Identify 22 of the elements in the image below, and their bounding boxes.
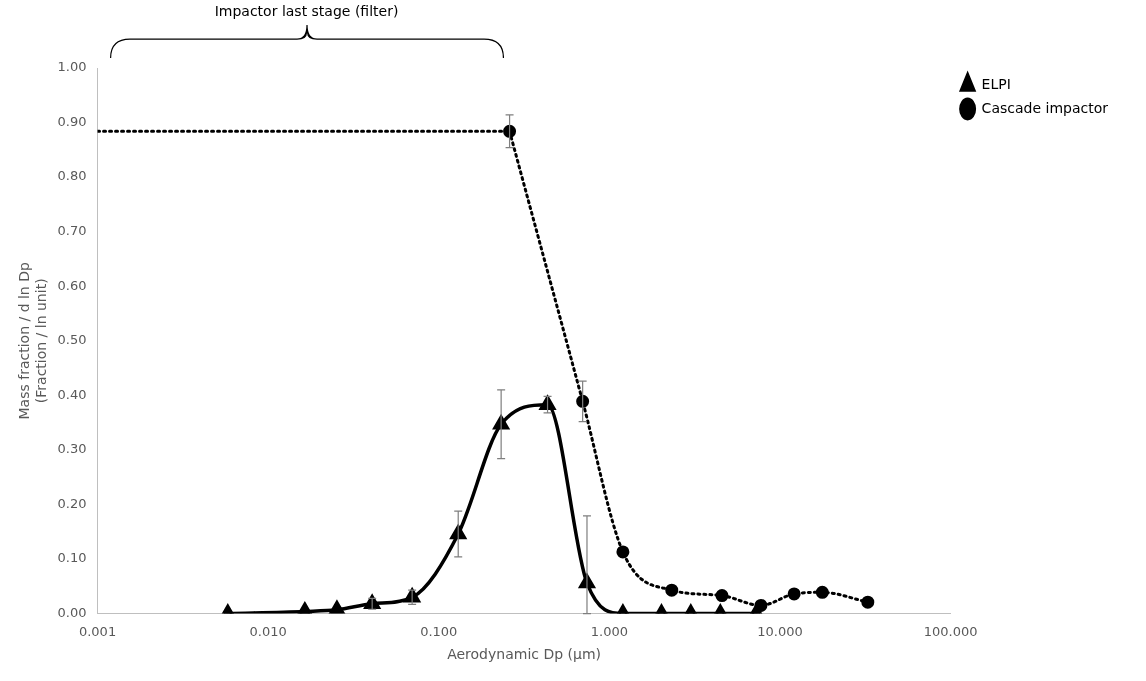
y-tick-label: 0.80: [57, 168, 87, 184]
x-axis-title: Aerodynamic Dp (µm): [447, 646, 602, 663]
y-tick-label: 0.00: [57, 604, 87, 620]
x-tick-label: 0.001: [78, 623, 117, 639]
x-tick-label: 0.010: [249, 623, 287, 639]
legend-label: Cascade impactor: [981, 99, 1109, 116]
y-tick-label: 0.90: [57, 113, 87, 129]
x-tick-label: 0.100: [420, 623, 458, 639]
y-tick-label: 0.20: [57, 495, 87, 511]
y-tick-label: 0.30: [57, 441, 87, 457]
y-tick-label: 0.10: [57, 550, 87, 566]
y-tick-label: 0.60: [57, 277, 87, 293]
y-tick-label: 0.50: [57, 332, 87, 348]
x-tick-label: 10.000: [757, 623, 803, 639]
x-tick-label: 100.000: [923, 623, 978, 639]
legend-label: ELPI: [981, 75, 1011, 92]
y-tick-label: 1.00: [57, 59, 87, 75]
y-axis-title: Mass fraction / d ln Dp (Fraction / ln unit): [16, 262, 49, 420]
text: Impactor last stage (filter): [213, 3, 400, 19]
x-tick-label: 1.000: [590, 623, 628, 639]
y-tick-label: 0.70: [57, 223, 87, 239]
y-tick-label: 0.40: [57, 386, 87, 402]
